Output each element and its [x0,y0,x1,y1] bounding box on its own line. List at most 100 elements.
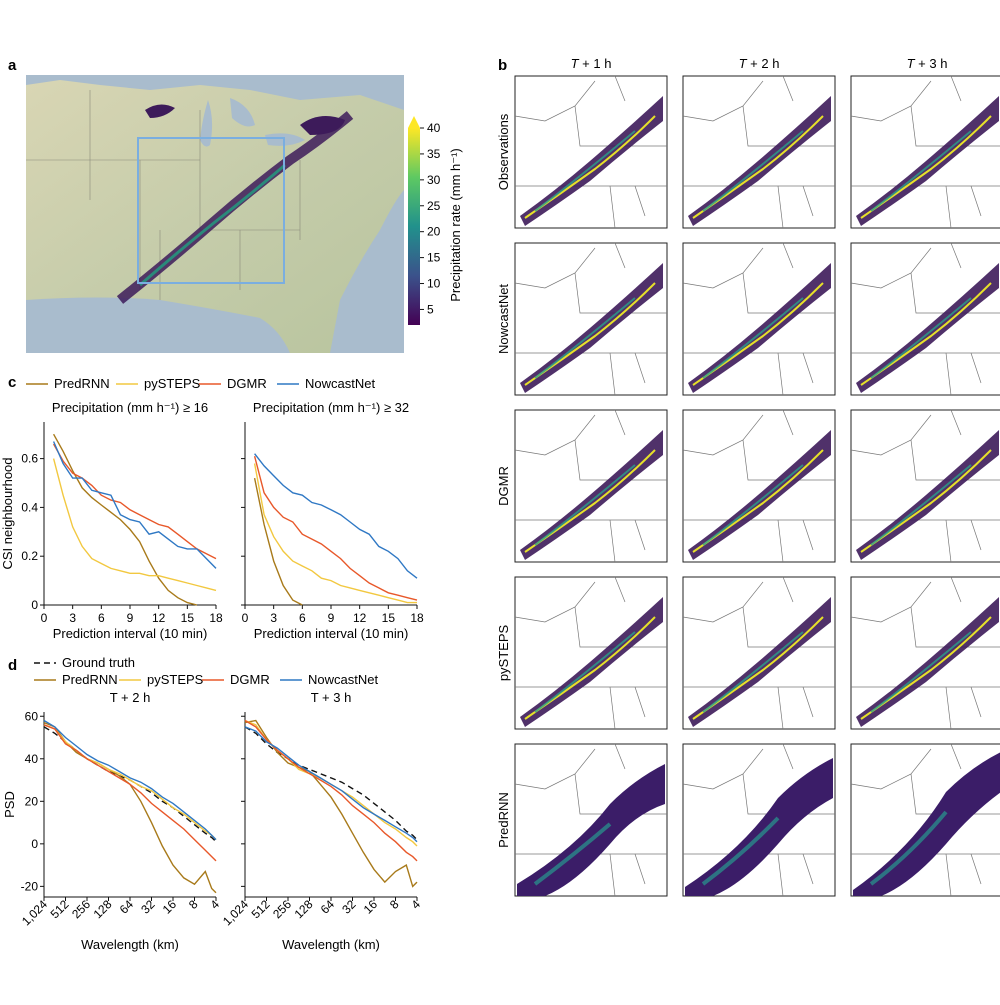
x-tick-label: 8 [387,897,402,912]
forecast-map [514,409,668,563]
series-line-dgmr [253,456,418,601]
series-line-nowcastnet [254,453,418,579]
x-tick-label: 15 [181,611,195,625]
x-tick-label: 4 [408,897,423,912]
column-header: T + 3 h [907,56,948,71]
row-label: PredRNN [496,792,511,848]
series-line-dgmr [43,724,217,862]
x-axis-label: Prediction interval (10 min) [53,626,208,641]
svg-text:DGMR: DGMR [230,672,270,687]
x-tick-label: 6 [299,611,306,625]
x-tick-label: 64 [117,897,137,917]
panel-a-map [26,75,404,353]
series-line-pysteps [52,458,217,592]
panel-b-grid: T + 1 h T + 2 h T + 3 h Observations Nowcast… [496,56,1000,897]
series-line-pysteps [43,724,217,841]
forecast-map [682,242,836,396]
row-label: NowcastNet [496,284,511,354]
x-tick-label: 256 [270,897,294,921]
colorbar: 5 10 15 20 25 30 35 40 Precipitation rate (mm h… [408,116,463,325]
forecast-map [850,576,1000,730]
colorbar-tick-label: 15 [427,251,441,265]
y-tick-label: 0.2 [21,549,38,563]
y-tick-label: 40 [25,752,39,766]
y-tick-label: 0 [31,837,38,851]
x-tick-label: 16 [160,897,180,917]
forecast-map [514,75,668,229]
forecast-map [514,576,668,730]
x-axis-label: Wavelength (km) [282,937,380,952]
series-line-pysteps [244,719,418,847]
svg-text:NowcastNet: NowcastNet [308,672,378,687]
series-line-predrnn [253,477,303,606]
svg-text:Ground truth: Ground truth [62,655,135,670]
legend-d: Ground truth PredRNN pySTEPS DGMR NowcastNet [34,655,378,687]
chart-c-right: Precipitation (mm h⁻¹) ≥ 32 0 3 6 9 12 15 18Pre… [241,400,424,641]
forecast-map [682,409,836,563]
row-label: pySTEPS [496,624,511,681]
chart-title: Precipitation (mm h⁻¹) ≥ 16 [52,400,208,415]
row-label: Observations [496,113,511,190]
chart-title: T + 2 h [110,690,151,705]
y-tick-label: 60 [25,709,39,723]
forecast-map [514,242,668,396]
panel-label-d: d [8,657,17,674]
forecast-map [682,576,836,730]
x-tick-label: 128 [91,897,115,921]
x-tick-label: 1,024 [220,897,251,928]
chart-title: Precipitation (mm h⁻¹) ≥ 32 [253,400,409,415]
y-tick-label: 20 [25,794,39,808]
series-line-nowcastnet [52,441,217,569]
x-tick-label: 18 [410,611,424,625]
x-tick-label: 3 [69,611,76,625]
x-axis-label: Prediction interval (10 min) [254,626,409,641]
x-tick-label: 0 [242,611,249,625]
row-label: DGMR [496,466,511,506]
legend-item: PredRNN [34,672,118,687]
y-tick-label: 0.6 [21,452,38,466]
panel-label-b: b [498,57,507,74]
legend-item: pySTEPS [116,376,201,391]
column-header: T + 2 h [739,56,780,71]
forecast-map [850,242,1000,396]
legend-item: PredRNN [26,376,110,391]
x-tick-label: 3 [270,611,277,625]
colorbar-tick-label: 40 [427,121,441,135]
x-tick-label: 512 [249,897,273,921]
forecast-map [682,75,836,229]
x-tick-label: 1,024 [19,897,50,928]
x-tick-label: 512 [48,897,72,921]
svg-text:pySTEPS: pySTEPS [144,376,201,391]
x-tick-label: 9 [328,611,335,625]
forecast-map [514,743,668,897]
colorbar-tick-label: 35 [427,147,441,161]
forecast-map [850,743,1000,897]
y-tick-label: -20 [21,879,39,893]
series-line-ground-truth [43,726,217,843]
legend-item: NowcastNet [277,376,375,391]
series-line-nowcastnet [244,726,418,843]
y-axis-label: PSD [2,791,17,818]
x-tick-label: 9 [127,611,134,625]
x-tick-label: 16 [361,897,381,917]
colorbar-tick-label: 5 [427,302,434,316]
svg-text:PredRNN: PredRNN [54,376,110,391]
forecast-map [850,409,1000,563]
y-tick-label: 0 [31,598,38,612]
x-tick-label: 256 [69,897,93,921]
y-tick-label: 0.4 [21,500,38,514]
forecast-map [850,75,1000,229]
x-tick-label: 64 [318,897,338,917]
x-tick-label: 128 [292,897,316,921]
legend-item: DGMR [202,672,270,687]
x-tick-label: 32 [339,897,359,917]
colorbar-tick-label: 20 [427,225,441,239]
series-line-nowcastnet [43,719,217,841]
x-axis-label: Wavelength (km) [81,937,179,952]
colorbar-label: Precipitation rate (mm h⁻¹) [448,148,463,302]
x-tick-label: 8 [186,897,201,912]
legend-item: DGMR [199,376,267,391]
